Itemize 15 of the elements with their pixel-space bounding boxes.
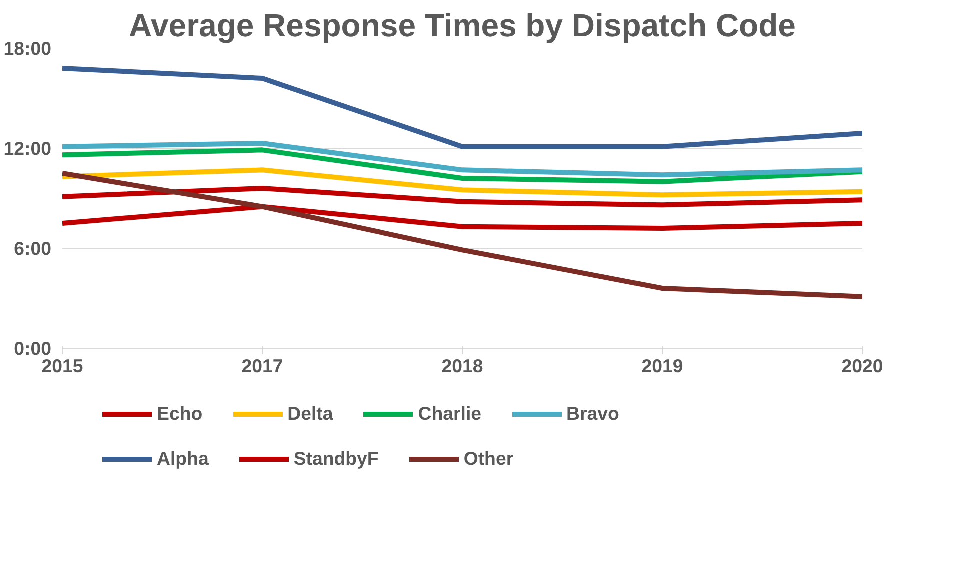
legend-label: Delta [288, 403, 334, 425]
x-tick-label: 2017 [242, 356, 284, 376]
legend-label: Charlie [418, 403, 482, 425]
x-tick-label: 2020 [842, 356, 884, 376]
legend-label: StandbyF [294, 448, 379, 470]
legend-label: Other [464, 448, 514, 470]
y-tick-label: 6:00 [14, 238, 52, 259]
x-tick-label: 2019 [642, 356, 684, 376]
legend-label: Bravo [566, 403, 620, 425]
chart-title: Average Response Times by Dispatch Code [129, 8, 796, 44]
y-tick-label: 18:00 [4, 38, 52, 59]
legend-label: Alpha [157, 448, 209, 470]
y-tick-label: 12:00 [4, 138, 52, 159]
x-tick-label: 2018 [442, 356, 484, 376]
legend-label: Echo [157, 403, 203, 425]
